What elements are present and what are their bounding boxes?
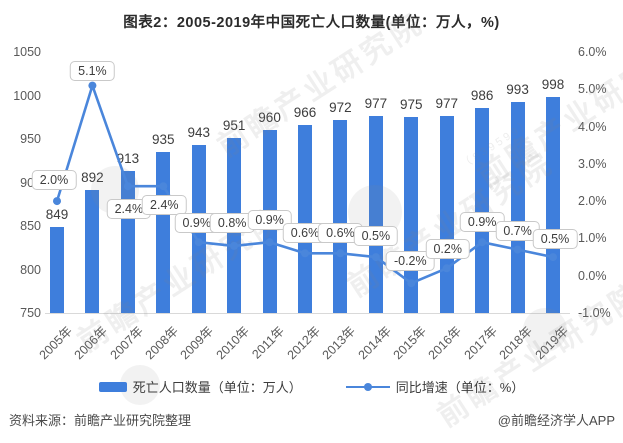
bar-value-label: 892 (81, 169, 104, 185)
right-axis-tick: 3.0% (578, 156, 607, 171)
line-point-2006年[interactable] (88, 81, 97, 90)
bar-2012年[interactable] (298, 125, 312, 313)
x-axis-line (45, 313, 570, 314)
legend-label-growth: 同比增速（单位：%） (395, 380, 525, 395)
chart-title: 图表2：2005-2019年中国死亡人口数量(单位：万人，%) (123, 15, 500, 31)
left-axis-tick: 800 (20, 262, 41, 277)
bar-2008年[interactable] (156, 152, 171, 313)
right-axis-tick: 6.0% (578, 45, 607, 59)
legend-label-deaths: 死亡人口数量（单位：万人） (132, 380, 302, 395)
bar-2007年[interactable] (120, 171, 135, 313)
x-axis-label: 2005年 (36, 323, 75, 363)
x-axis-label: 2016年 (426, 323, 465, 363)
bar-value-label: 913 (116, 151, 140, 167)
left-axis-tick: 950 (20, 132, 41, 146)
bar-2015年[interactable] (404, 117, 419, 314)
x-axis-label: 2012年 (284, 323, 323, 363)
left-axis-tick: 750 (20, 306, 41, 320)
line-value-label: 2.0% (31, 170, 77, 191)
credit-text: @前瞻经济学人APP (497, 413, 615, 428)
bar-2017年[interactable] (475, 107, 490, 313)
x-axis-label: 2014年 (355, 323, 394, 363)
bar-2016年[interactable] (439, 115, 454, 313)
left-axis-tick: 850 (20, 219, 41, 233)
line-value-label: 0.5% (353, 226, 399, 247)
bar-value-label: 849 (45, 206, 69, 222)
right-axis-tick: -1.0% (578, 306, 611, 320)
x-axis-label: 2017年 (461, 323, 500, 363)
x-axis-label: 2013年 (319, 323, 359, 363)
right-axis-tick: 0.0% (578, 268, 607, 283)
bar-2006年[interactable] (85, 189, 100, 313)
line-value-label: 0.5% (532, 229, 578, 250)
bar-2014年[interactable] (368, 115, 383, 313)
right-axis-tick: 1.0% (578, 231, 607, 246)
footer: 资料来源：前瞻产业研究院整理 @前瞻经济学人APP (0, 410, 623, 429)
line-value-label: 2.4% (142, 195, 187, 216)
bar-2005年[interactable] (50, 226, 64, 313)
legend-item-growth[interactable]: 同比增速（单位：%） (345, 377, 525, 396)
x-axis-label: 2019年 (532, 323, 571, 363)
line-point-2005年[interactable] (53, 197, 61, 206)
bar-2018年[interactable] (510, 101, 525, 313)
x-axis-label: 2006年 (71, 323, 111, 363)
bar-2019年[interactable] (546, 97, 560, 313)
line-value-label: 0.2% (425, 239, 470, 260)
right-axis-tick: 4.0% (578, 119, 607, 134)
x-axis-label: 2007年 (107, 323, 146, 363)
x-axis-label: 2015年 (390, 323, 430, 363)
x-axis-label: 2008年 (142, 323, 182, 363)
left-axis-tick: 1000 (13, 88, 41, 103)
legend: 死亡人口数量（单位：万人） 同比增速（单位：%） (0, 377, 623, 396)
source-text: 资料来源：前瞻产业研究院整理 (9, 413, 192, 428)
x-axis-label: 2010年 (213, 323, 252, 363)
x-axis-label: 2009年 (178, 323, 217, 363)
x-axis-label: 2011年 (249, 323, 288, 362)
line-value-label: 5.1% (70, 60, 115, 81)
line-swatch-icon (345, 382, 390, 392)
legend-item-deaths[interactable]: 死亡人口数量（单位：万人） (98, 377, 302, 396)
left-axis-tick: 1050 (13, 45, 41, 59)
x-axis-label: 2018年 (496, 323, 536, 363)
bar-swatch-icon (98, 381, 127, 392)
right-axis-tick: 5.0% (578, 82, 607, 97)
bar-2013年[interactable] (333, 119, 348, 313)
bar-value-label: 998 (541, 77, 565, 93)
right-axis-tick: 2.0% (578, 194, 607, 209)
